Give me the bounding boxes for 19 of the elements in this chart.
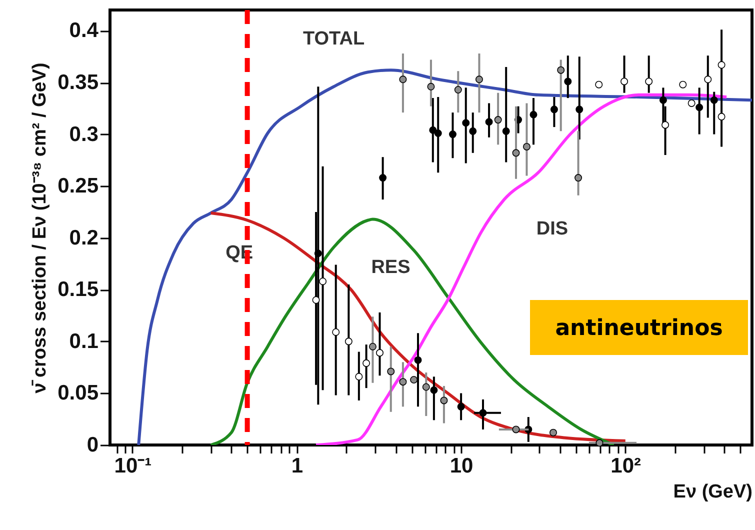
y-axis-title: ν̄ cross section / Eν (10⁻³⁸ cm² / GeV): [30, 62, 51, 394]
series-label: DIS: [536, 218, 568, 240]
x-axis-title: Eν (GeV): [673, 482, 752, 502]
y-tick-label: 0.15: [58, 278, 99, 302]
series-label: RES: [371, 257, 410, 278]
y-tick-label: 0.4: [69, 19, 99, 42]
series-label: TOTAL: [302, 28, 365, 50]
y-tick-label: 0.05: [58, 382, 99, 405]
x-tick-label: 10⁻¹: [114, 454, 152, 478]
y-tick-label: 0.3: [69, 122, 98, 146]
y-tick-label: 0.2: [69, 226, 98, 250]
x-tick-label: 10: [450, 454, 474, 478]
x-tick-label: 1: [291, 454, 304, 478]
annotation: antineutrinos: [555, 316, 723, 341]
y-tick-label: 0.35: [58, 71, 99, 94]
y-tick-label: 0.1: [69, 330, 99, 353]
x-tick-label: 10²: [610, 454, 642, 478]
y-tick-label: 0.25: [58, 174, 99, 198]
y-tick-label: 0: [86, 434, 98, 456]
